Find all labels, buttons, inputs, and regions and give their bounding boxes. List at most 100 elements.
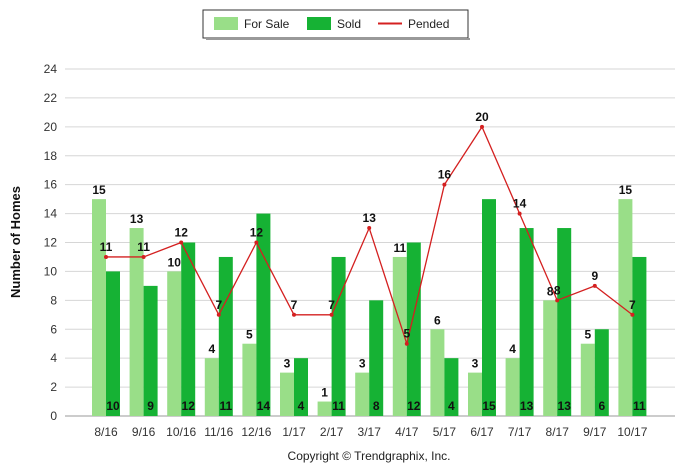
x-tick-label: 1/17 bbox=[282, 425, 306, 439]
bar-for-sale bbox=[618, 199, 633, 416]
x-tick-label: 6/17 bbox=[470, 425, 494, 439]
pended-point bbox=[592, 283, 597, 288]
label-pended: 7 bbox=[291, 298, 298, 312]
y-tick-label: 0 bbox=[50, 409, 57, 423]
label-for-sale: 4 bbox=[208, 342, 215, 356]
bar-for-sale bbox=[242, 343, 257, 416]
copyright-text: Copyright © Trendgraphix, Inc. bbox=[288, 449, 451, 463]
x-tick-label: 8/17 bbox=[546, 425, 570, 439]
y-tick-label: 12 bbox=[44, 236, 58, 250]
label-for-sale: 6 bbox=[434, 313, 441, 327]
pended-point bbox=[630, 312, 635, 317]
label-pended: 7 bbox=[328, 298, 335, 312]
bar-for-sale bbox=[280, 372, 294, 416]
bar-for-sale bbox=[204, 358, 219, 416]
grid bbox=[65, 68, 675, 417]
bar-for-sale bbox=[355, 372, 370, 416]
x-tick-label: 8/16 bbox=[94, 425, 118, 439]
bar-sold bbox=[369, 300, 384, 416]
pended-point bbox=[104, 254, 108, 259]
x-tick-label: 12/16 bbox=[241, 425, 271, 439]
label-sold: 10 bbox=[106, 399, 120, 413]
label-pended: 12 bbox=[250, 226, 264, 240]
bar-sold bbox=[519, 228, 534, 416]
label-for-sale: 1 bbox=[321, 386, 328, 400]
label-for-sale: 11 bbox=[393, 241, 406, 255]
legend-swatch-for-sale bbox=[214, 17, 238, 30]
pended-point bbox=[254, 240, 259, 245]
x-tick-label: 5/17 bbox=[433, 425, 457, 439]
y-tick-label: 2 bbox=[50, 380, 57, 394]
legend-label-pended: Pended bbox=[408, 17, 449, 31]
x-axis-ticks: 8/16 9/16 10/16 11/16 12/16 1/17 2/17 3/17 4/17 5… bbox=[94, 425, 647, 439]
x-tick-label: 3/17 bbox=[358, 425, 382, 439]
label-pended: 16 bbox=[438, 168, 452, 182]
x-tick-label: 7/17 bbox=[508, 425, 532, 439]
x-tick-label: 9/16 bbox=[132, 425, 156, 439]
label-pended: 11 bbox=[100, 240, 113, 254]
pended-point bbox=[517, 211, 522, 216]
y-tick-label: 6 bbox=[50, 322, 57, 336]
bar-for-sale bbox=[129, 228, 144, 416]
y-tick-label: 10 bbox=[44, 264, 58, 278]
pended-point bbox=[216, 312, 221, 317]
label-for-sale: 3 bbox=[359, 357, 366, 371]
bar-sold bbox=[143, 285, 158, 416]
label-for-sale: 3 bbox=[284, 357, 291, 371]
pended-point bbox=[292, 312, 296, 317]
label-sold: 4 bbox=[298, 399, 305, 413]
pended-point bbox=[141, 254, 146, 259]
bar-sold bbox=[256, 213, 271, 416]
label-sold: 6 bbox=[598, 399, 605, 413]
bar-sold bbox=[444, 358, 459, 416]
y-tick-label: 24 bbox=[44, 62, 58, 76]
y-tick-label: 14 bbox=[44, 207, 58, 221]
label-sold: 11 bbox=[332, 399, 345, 413]
label-for-sale: 10 bbox=[168, 255, 182, 269]
pended-line bbox=[104, 124, 635, 347]
label-for-sale: 15 bbox=[92, 183, 106, 197]
data-labels: 1510111391110121241175141234711173813111… bbox=[92, 110, 646, 413]
bar-sold bbox=[557, 228, 572, 416]
bar-sold bbox=[218, 256, 233, 416]
label-sold: 11 bbox=[219, 399, 232, 413]
y-tick-label: 16 bbox=[44, 178, 58, 192]
bar-for-sale bbox=[167, 271, 182, 416]
label-for-sale: 13 bbox=[130, 212, 144, 226]
label-pended: 14 bbox=[513, 197, 527, 211]
pended-point bbox=[404, 341, 409, 346]
bars bbox=[92, 199, 647, 416]
bar-for-sale bbox=[317, 401, 332, 416]
label-sold: 9 bbox=[147, 399, 154, 413]
label-sold: 13 bbox=[558, 399, 572, 413]
bar-sold bbox=[406, 242, 421, 416]
label-pended: 7 bbox=[629, 298, 636, 312]
label-sold: 12 bbox=[407, 399, 421, 413]
y-tick-label: 4 bbox=[50, 351, 57, 365]
label-pended: 20 bbox=[475, 110, 489, 124]
x-tick-label: 10/16 bbox=[166, 425, 196, 439]
pended-point bbox=[442, 182, 447, 187]
label-pended: 8 bbox=[554, 283, 561, 297]
bar-for-sale bbox=[468, 372, 482, 416]
bar-for-sale bbox=[92, 199, 106, 416]
y-tick-label: 18 bbox=[44, 149, 58, 163]
bar-for-sale bbox=[580, 343, 595, 416]
label-for-sale: 3 bbox=[472, 357, 479, 371]
label-sold: 13 bbox=[520, 399, 534, 413]
pended-point bbox=[329, 312, 334, 317]
y-tick-label: 8 bbox=[50, 293, 57, 307]
y-tick-label: 22 bbox=[44, 91, 58, 105]
bar-sold bbox=[294, 358, 308, 416]
bar-for-sale bbox=[430, 329, 445, 416]
label-pended: 7 bbox=[215, 298, 222, 312]
label-for-sale: 5 bbox=[584, 328, 591, 342]
label-sold: 4 bbox=[448, 399, 455, 413]
x-tick-label: 4/17 bbox=[395, 425, 419, 439]
y-axis-title: Number of Homes bbox=[8, 186, 23, 298]
bar-for-sale bbox=[505, 358, 520, 416]
pended-point bbox=[367, 226, 372, 231]
x-tick-label: 2/17 bbox=[320, 425, 344, 439]
